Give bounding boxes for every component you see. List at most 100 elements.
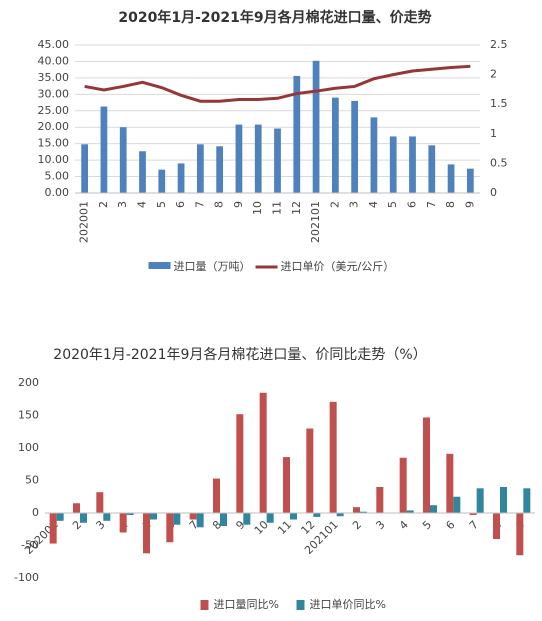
bar [293, 75, 301, 193]
line [84, 64, 471, 103]
x-tick-label: 9 [463, 201, 476, 208]
bar [430, 505, 437, 513]
y-tick-label: 45.00 [38, 38, 70, 51]
bar [173, 513, 181, 525]
bar [220, 513, 227, 526]
x-tick-label: 10 [251, 201, 264, 215]
bar [446, 453, 454, 513]
bar [56, 513, 64, 521]
x-tick-label: 3 [373, 518, 387, 532]
bar [119, 127, 127, 193]
bar [283, 457, 290, 513]
y-tick-label: 35.00 [38, 71, 70, 84]
legend-swatch [200, 600, 209, 610]
bar [331, 97, 339, 193]
bar [370, 117, 378, 193]
x-tick-label: 4 [136, 201, 149, 208]
x-tick-label: 2 [328, 201, 341, 208]
bar [312, 60, 320, 193]
x-tick-label: 11 [275, 518, 294, 537]
y2-tick-label: 1.5 [490, 97, 508, 110]
x-tick-label: 5 [386, 201, 399, 208]
x-tick-label: 8 [213, 201, 226, 208]
bar [376, 487, 384, 513]
bar [389, 136, 397, 193]
bar [158, 169, 166, 193]
legend-label: 进口单价同比% [310, 598, 386, 611]
x-tick-label: 202001 [78, 201, 91, 243]
bar [423, 417, 430, 513]
bar [177, 163, 185, 193]
bar [353, 507, 360, 513]
y2-tick-label: 1 [490, 127, 497, 140]
bar [213, 478, 220, 513]
bar [466, 168, 474, 193]
y-tick-label: 15.00 [38, 137, 70, 150]
bar [469, 513, 477, 515]
y2-tick-label: 0.5 [490, 156, 508, 169]
x-tick-label: 8 [444, 201, 457, 208]
bar [453, 496, 461, 513]
legend-label: 进口单价（美元/公斤） [281, 260, 395, 273]
y-tick-label: 150 [18, 409, 39, 422]
y-tick-label: 30.00 [38, 87, 70, 100]
bar [81, 144, 89, 193]
bar [476, 488, 484, 513]
x-tick-label: 5 [155, 201, 168, 208]
bar [139, 151, 146, 193]
bar [523, 488, 531, 513]
x-tick-label: 7 [467, 518, 481, 532]
bar [274, 128, 281, 193]
bar [243, 513, 251, 525]
x-tick-label: 4 [367, 201, 380, 208]
y-tick-label: 25.00 [38, 104, 70, 117]
bar [235, 124, 243, 193]
y2-tick-label: 2 [490, 68, 497, 81]
x-tick-label: 7 [193, 201, 206, 208]
bar [313, 513, 321, 517]
x-tick-label: 4 [397, 518, 411, 532]
bar [150, 513, 157, 520]
bar [143, 513, 150, 554]
bar [329, 401, 337, 513]
bar [447, 164, 455, 193]
x-tick-label: 3 [348, 201, 361, 208]
bar [399, 457, 407, 513]
x-tick-label: 11 [271, 201, 284, 215]
y-tick-label: 20.00 [38, 120, 70, 133]
bar [290, 513, 297, 520]
bar [126, 513, 134, 515]
x-tick-label: 12 [290, 201, 303, 215]
x-tick-label: 7 [425, 201, 438, 208]
y-tick-label: 100 [18, 441, 39, 454]
bar [406, 510, 414, 513]
bar [259, 392, 267, 513]
bar [493, 513, 500, 539]
bar [266, 513, 274, 523]
bar [236, 414, 244, 513]
bar [428, 145, 436, 193]
y-tick-label: 40.00 [38, 54, 70, 67]
y-tick-label: -50 [21, 539, 39, 552]
y-tick-label: 0.00 [45, 186, 70, 199]
legend-swatch [296, 600, 305, 610]
bar [96, 492, 104, 513]
bar [73, 503, 80, 513]
x-tick-label: 2 [97, 201, 110, 208]
x-tick-label: 202101 [309, 201, 322, 243]
y2-tick-label: 2.5 [490, 38, 508, 51]
bar [196, 513, 204, 528]
x-tick-label: 5 [420, 518, 434, 532]
y2-tick-label: 0 [490, 186, 497, 199]
bar [80, 513, 87, 523]
bar [189, 513, 197, 520]
x-tick-label: 6 [174, 201, 187, 208]
bar [351, 100, 359, 193]
bar [306, 428, 314, 513]
y-tick-label: 200 [18, 376, 39, 389]
y-tick-label: 10.00 [38, 153, 70, 166]
bar [103, 513, 111, 521]
y-tick-label: -100 [14, 571, 39, 584]
x-tick-label: 2 [350, 518, 364, 532]
legend-swatch [148, 262, 171, 269]
